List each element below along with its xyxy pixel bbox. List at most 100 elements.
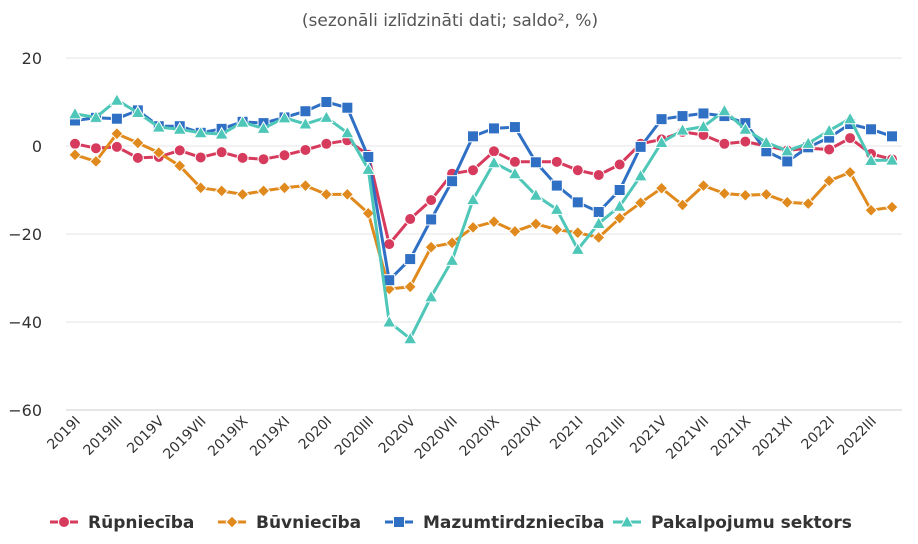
data-point xyxy=(550,222,564,237)
data-point xyxy=(633,196,648,210)
data-point xyxy=(466,220,480,235)
data-point xyxy=(718,137,731,150)
data-point xyxy=(821,123,837,137)
data-point xyxy=(884,152,900,166)
data-point xyxy=(467,130,480,143)
data-point xyxy=(131,136,145,150)
grid-layer xyxy=(66,57,902,411)
data-point xyxy=(215,146,228,159)
data-point xyxy=(256,120,271,134)
data-point xyxy=(110,140,123,153)
x-tick-label: 2020I xyxy=(296,414,335,453)
data-point xyxy=(528,187,544,201)
data-point xyxy=(68,148,82,162)
data-point xyxy=(842,111,858,125)
data-point xyxy=(277,110,292,124)
x-tick-label: 2020VII xyxy=(412,414,461,463)
data-point xyxy=(298,116,313,130)
x-tick-label: 2021I xyxy=(547,414,586,453)
data-point xyxy=(445,236,459,250)
data-point xyxy=(444,252,460,266)
data-point xyxy=(194,151,207,164)
data-point xyxy=(613,158,626,171)
x-tick-label: 2021VII xyxy=(663,414,712,463)
data-point xyxy=(110,112,123,125)
data-point xyxy=(675,122,690,136)
data-point xyxy=(214,126,229,140)
x-tick-label: 2019VII xyxy=(160,414,209,463)
data-point xyxy=(383,238,396,251)
series-line xyxy=(74,132,893,291)
data-point xyxy=(130,105,146,119)
legend-label: Rūpniecība xyxy=(88,513,194,533)
legend-marker xyxy=(619,514,635,528)
series-triangle xyxy=(67,92,900,345)
legend-label: Būvniecība xyxy=(256,513,361,533)
data-point xyxy=(67,106,83,120)
data-point xyxy=(865,123,878,136)
data-point xyxy=(319,109,334,123)
y-tick-label: 20 xyxy=(22,49,42,68)
data-point xyxy=(612,211,627,225)
data-point xyxy=(592,206,605,218)
x-tick-label: 2019I xyxy=(44,414,83,453)
data-point xyxy=(425,213,438,226)
legend-item[interactable]: Būvniecība xyxy=(218,513,361,533)
legend-marker xyxy=(58,516,70,528)
data-point xyxy=(256,184,271,198)
data-point xyxy=(173,159,187,173)
x-tick-label: 2019III xyxy=(80,414,125,459)
data-point xyxy=(717,103,732,117)
data-point xyxy=(507,166,523,180)
data-point xyxy=(467,164,480,177)
legend-marker xyxy=(393,516,405,528)
data-point xyxy=(89,154,103,169)
y-tick-label: −20 xyxy=(8,225,42,244)
data-point xyxy=(257,153,270,166)
data-point xyxy=(299,105,312,118)
data-point xyxy=(235,114,250,128)
x-tick-label: 2021III xyxy=(583,414,628,459)
data-point xyxy=(570,241,586,255)
data-point xyxy=(717,186,732,201)
data-point xyxy=(549,201,565,215)
data-point xyxy=(738,121,753,135)
data-point xyxy=(278,149,291,162)
data-point xyxy=(864,203,878,217)
data-point xyxy=(404,253,417,266)
data-point xyxy=(843,165,857,180)
data-point xyxy=(298,178,313,193)
data-point xyxy=(508,155,521,168)
data-point xyxy=(886,130,898,143)
data-point xyxy=(236,151,249,164)
legend-item[interactable]: Pakalpojumu sektors xyxy=(613,513,852,533)
data-point xyxy=(550,155,563,168)
legend-item[interactable]: Mazumtirdzniecība xyxy=(385,513,605,533)
x-tick-label: 2021IX xyxy=(708,413,754,459)
data-point xyxy=(675,198,690,212)
data-point xyxy=(613,184,626,196)
x-tick-label: 2019XI xyxy=(247,414,293,460)
data-point xyxy=(696,119,711,133)
data-point xyxy=(758,134,774,148)
data-point xyxy=(320,137,333,150)
data-point xyxy=(402,331,418,345)
x-tick-label: 2022III xyxy=(835,414,880,459)
data-point xyxy=(634,140,647,153)
data-point xyxy=(759,187,774,202)
data-point xyxy=(508,121,521,134)
x-tick-label: 2020IX xyxy=(457,413,503,459)
data-point xyxy=(823,143,836,156)
data-point xyxy=(780,195,794,210)
data-point xyxy=(654,181,669,195)
data-point xyxy=(425,194,438,207)
data-point xyxy=(299,143,312,156)
data-point xyxy=(69,137,81,150)
x-tick-label: 2019IX xyxy=(205,413,251,459)
chart-subtitle: (sezonāli izlīdzināti dati; saldo², %) xyxy=(302,11,598,31)
data-point xyxy=(571,164,584,177)
data-point xyxy=(235,187,250,202)
legend-item[interactable]: Rūpniecība xyxy=(50,513,194,533)
data-point xyxy=(403,280,417,294)
